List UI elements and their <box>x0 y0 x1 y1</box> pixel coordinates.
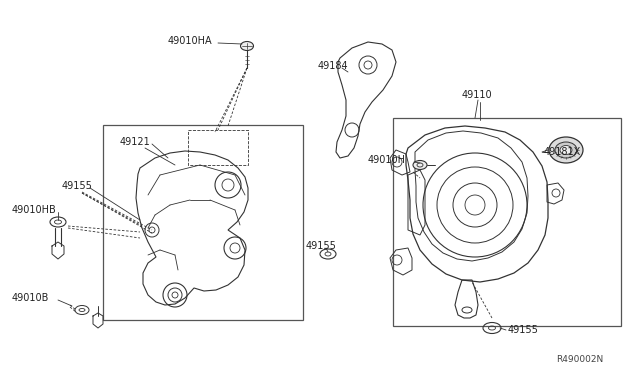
Text: 49121: 49121 <box>120 137 151 147</box>
Text: 49010B: 49010B <box>12 293 49 303</box>
Text: 49010H: 49010H <box>368 155 406 165</box>
Text: 49110: 49110 <box>462 90 493 100</box>
Bar <box>188 130 248 165</box>
Ellipse shape <box>560 145 572 154</box>
Ellipse shape <box>549 137 583 163</box>
Text: 49010HA: 49010HA <box>168 36 212 46</box>
Text: R490002N: R490002N <box>556 356 604 365</box>
Ellipse shape <box>555 142 577 158</box>
Text: 49155: 49155 <box>306 241 337 251</box>
Text: 49155: 49155 <box>508 325 539 335</box>
Bar <box>103 125 303 320</box>
Text: 49010HB: 49010HB <box>12 205 57 215</box>
Ellipse shape <box>413 160 427 170</box>
Text: 49155: 49155 <box>62 181 93 191</box>
Text: 49181X: 49181X <box>544 147 581 157</box>
Bar <box>393 118 621 326</box>
Text: 49184: 49184 <box>318 61 349 71</box>
Ellipse shape <box>241 42 253 51</box>
